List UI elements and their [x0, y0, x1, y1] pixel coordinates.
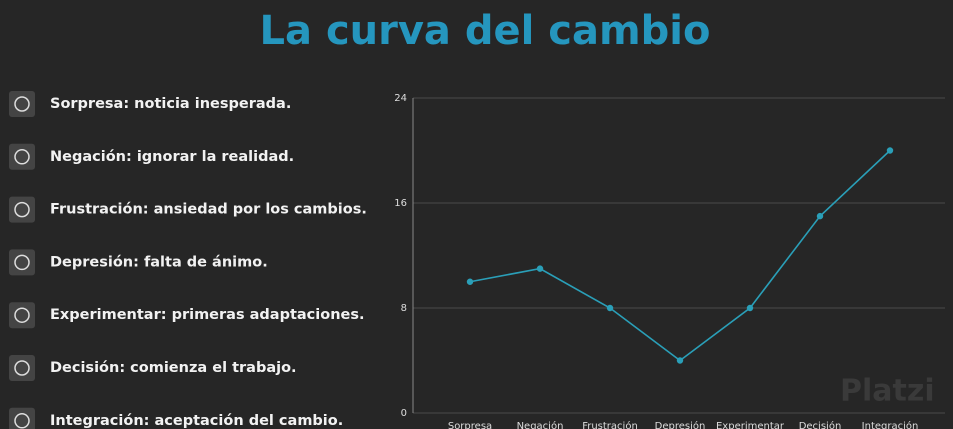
y-tick-label: 24	[394, 93, 407, 104]
icon-glyph	[14, 96, 30, 112]
y-tick-label: 8	[401, 303, 407, 314]
list-item: Integración: aceptación del cambio.	[50, 413, 343, 429]
icon-box	[9, 196, 35, 223]
point	[886, 147, 894, 154]
title: La curva del cambio	[260, 8, 711, 54]
point	[676, 357, 684, 364]
icon-glyph	[14, 413, 30, 429]
icon-box	[9, 302, 35, 329]
list-item: Sorpresa: noticia inesperada.	[50, 96, 291, 112]
icon-glyph	[14, 360, 30, 376]
x-tick-label: Depresión	[655, 420, 706, 429]
point	[746, 304, 754, 312]
icon-glyph	[14, 307, 30, 323]
icon-box	[9, 355, 35, 381]
x-tick-label: Sorpresa	[448, 421, 492, 429]
point	[466, 278, 474, 285]
list-item: Frustración: ansiedad por los cambios.	[50, 202, 367, 218]
icon-box	[9, 249, 35, 276]
icon-box	[9, 91, 35, 117]
y-tick-label: 16	[394, 198, 407, 209]
y-tick-label: 0	[401, 408, 407, 419]
point	[816, 212, 824, 220]
point	[606, 304, 614, 312]
list-item: Experimentar: primeras adaptaciones.	[50, 307, 365, 323]
list-item: Decisión: comienza el trabajo.	[50, 360, 297, 376]
x-tick-label: Experimentar	[716, 421, 785, 429]
icon-glyph	[14, 201, 30, 218]
icon-box	[9, 143, 35, 170]
x-tick-label: Decisión	[799, 420, 842, 429]
x-tick-label: Negación	[517, 420, 564, 429]
list-item: Depresión: falta de ánimo.	[50, 254, 268, 270]
icon-glyph	[14, 254, 30, 271]
watermark: Platzi	[840, 374, 935, 409]
icon-glyph	[14, 149, 30, 165]
list-item: Negación: ignorar la realidad.	[50, 149, 294, 165]
x-tick-label: Integración	[862, 420, 919, 429]
icon-box	[9, 407, 35, 429]
point	[536, 265, 544, 272]
x-tick-label: Frustración	[582, 420, 638, 429]
